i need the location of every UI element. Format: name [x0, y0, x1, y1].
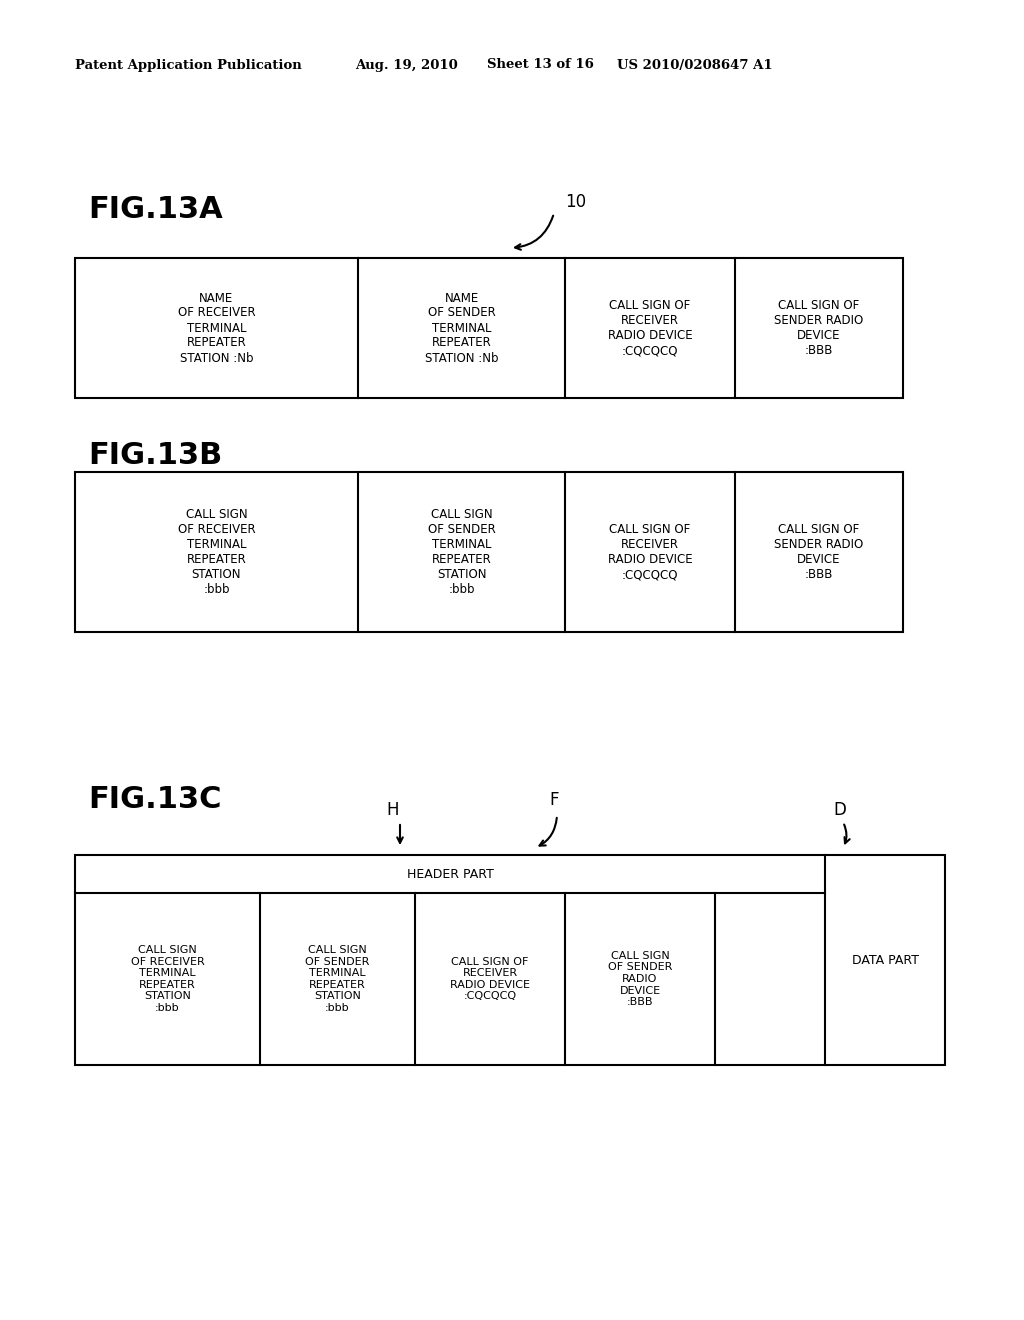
Text: CALL SIGN OF
SENDER RADIO
DEVICE
:BBB: CALL SIGN OF SENDER RADIO DEVICE :BBB — [774, 523, 863, 581]
Text: CALL SIGN
OF SENDER
RADIO
DEVICE
:BBB: CALL SIGN OF SENDER RADIO DEVICE :BBB — [608, 950, 672, 1007]
Text: NAME
OF RECEIVER
TERMINAL
REPEATER
STATION :Nb: NAME OF RECEIVER TERMINAL REPEATER STATI… — [178, 292, 255, 364]
Text: HEADER PART: HEADER PART — [407, 867, 494, 880]
Text: F: F — [549, 791, 559, 809]
Bar — [75, 473, 903, 632]
Text: D: D — [834, 801, 847, 818]
Text: CALL SIGN OF
RECEIVER
RADIO DEVICE
:CQCQCQ: CALL SIGN OF RECEIVER RADIO DEVICE :CQCQ… — [450, 957, 530, 1002]
Text: NAME
OF SENDER
TERMINAL
REPEATER
STATION :Nb: NAME OF SENDER TERMINAL REPEATER STATION… — [425, 292, 499, 364]
Text: Aug. 19, 2010: Aug. 19, 2010 — [355, 58, 458, 71]
Text: CALL SIGN
OF RECEIVER
TERMINAL
REPEATER
STATION
:bbb: CALL SIGN OF RECEIVER TERMINAL REPEATER … — [178, 508, 255, 597]
Text: CALL SIGN
OF SENDER
TERMINAL
REPEATER
STATION
:bbb: CALL SIGN OF SENDER TERMINAL REPEATER ST… — [428, 508, 496, 597]
Text: FIG.13B: FIG.13B — [88, 441, 222, 470]
Text: CALL SIGN
OF RECEIVER
TERMINAL
REPEATER
STATION
:bbb: CALL SIGN OF RECEIVER TERMINAL REPEATER … — [131, 945, 205, 1012]
Text: H: H — [387, 801, 399, 818]
Text: CALL SIGN OF
RECEIVER
RADIO DEVICE
:CQCQCQ: CALL SIGN OF RECEIVER RADIO DEVICE :CQCQ… — [607, 523, 692, 581]
Text: Patent Application Publication: Patent Application Publication — [75, 58, 302, 71]
Text: CALL SIGN OF
RECEIVER
RADIO DEVICE
:CQCQCQ: CALL SIGN OF RECEIVER RADIO DEVICE :CQCQ… — [607, 300, 692, 356]
Text: CALL SIGN OF
SENDER RADIO
DEVICE
:BBB: CALL SIGN OF SENDER RADIO DEVICE :BBB — [774, 300, 863, 356]
Text: DATA PART: DATA PART — [852, 953, 919, 966]
Text: US 2010/0208647 A1: US 2010/0208647 A1 — [617, 58, 773, 71]
Text: FIG.13C: FIG.13C — [88, 785, 221, 814]
Bar — [75, 257, 903, 399]
Text: 10: 10 — [565, 193, 586, 211]
Bar — [75, 855, 945, 1065]
Text: FIG.13A: FIG.13A — [88, 195, 223, 224]
Text: Sheet 13 of 16: Sheet 13 of 16 — [487, 58, 594, 71]
Text: CALL SIGN
OF SENDER
TERMINAL
REPEATER
STATION
:bbb: CALL SIGN OF SENDER TERMINAL REPEATER ST… — [305, 945, 370, 1012]
